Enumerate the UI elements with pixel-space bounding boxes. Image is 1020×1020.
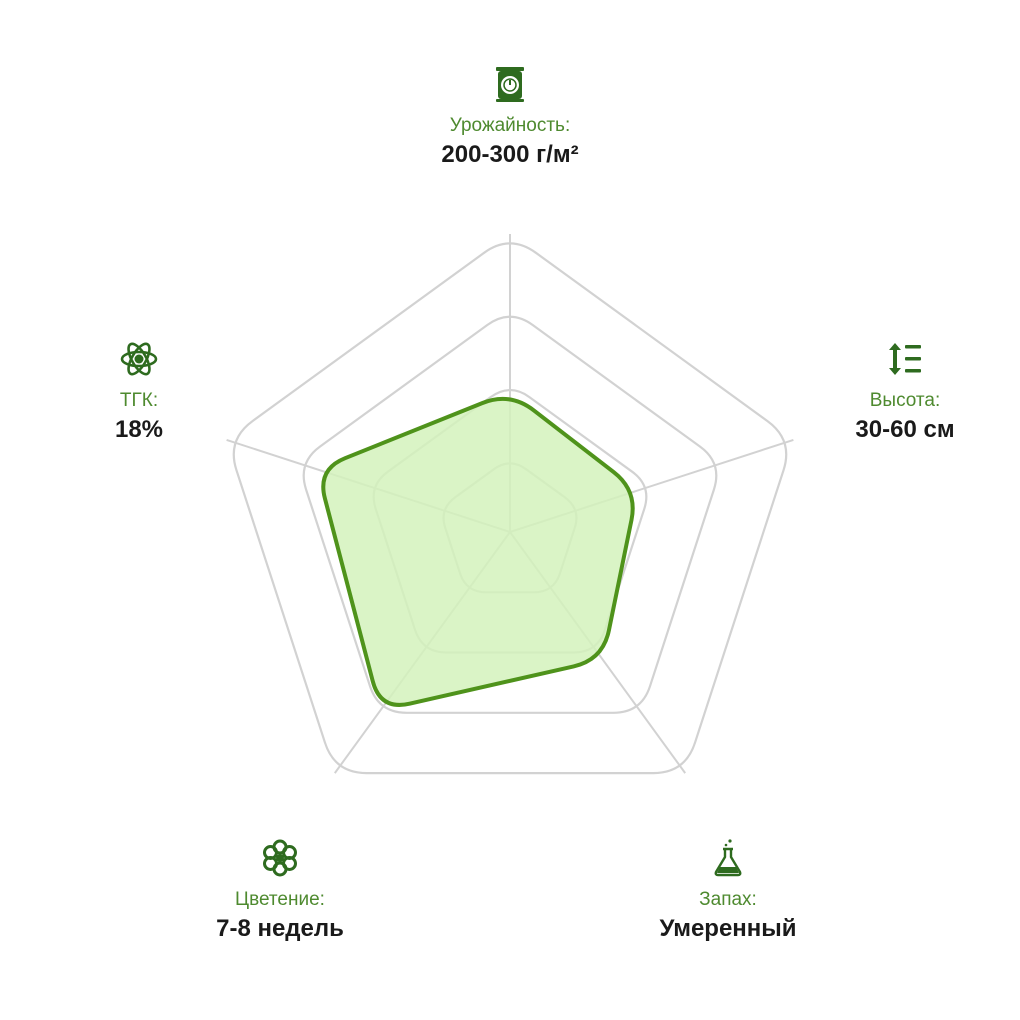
axis-value: Умеренный [659,915,797,942]
axis-value: 7-8 недель [216,915,344,942]
grid-ring-3 [302,315,718,714]
flower-icon [263,839,297,877]
radar-data-shape [321,396,635,707]
grid-ring-4 [232,242,788,775]
axis-height: Высота: 30-60 см [755,339,1020,445]
axis-label: Высота: [869,390,941,411]
axis-flowering: Цветение: 7-8 недель [130,838,430,944]
axis-label: Урожайность: [449,115,571,136]
axis-label: Запах: [699,889,757,910]
scale-icon [496,67,524,102]
height-icon [889,343,921,375]
axis-thc: ТГК: 18% [0,339,289,445]
axis-label: ТГК: [119,390,159,411]
axis-smell: Запах: Умеренный [578,838,878,944]
axis-yield: Урожайность: 200-300 г/м² [360,64,660,170]
axis-value: 30-60 см [855,416,955,443]
flask-icon [714,839,742,877]
axis-label: Цветение: [235,889,325,910]
axis-value: 200-300 г/м² [441,141,579,168]
axis-value: 18% [114,416,164,443]
atom-icon [120,342,158,376]
